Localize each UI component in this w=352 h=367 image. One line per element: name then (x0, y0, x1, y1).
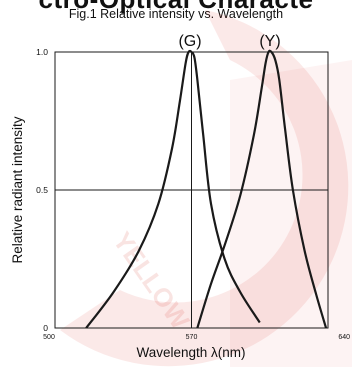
series-label-1: (Y) (259, 33, 280, 50)
y-tick-label: 0.5 (36, 185, 48, 195)
section-heading-banner: ctro-Optical Characte (0, 0, 352, 12)
series-layer (85, 49, 328, 329)
series-line-1 (196, 49, 328, 329)
chart-title: Fig.1 Relative intensity vs. Wavelength (68, 7, 284, 21)
series-labels: (G) (Y) (178, 33, 280, 50)
y-tick-label: 0 (43, 323, 48, 333)
y-tick-labels: 0 0.5 1.0 (36, 47, 48, 333)
x-axis-label: Wavelength λ(nm) (136, 345, 245, 360)
y-tick-label: 1.0 (36, 47, 48, 57)
y-axis-label: Relative radiant intensity (10, 116, 25, 263)
x-tick-label: 640 (338, 334, 350, 341)
x-tick-label: 500 (43, 334, 55, 341)
x-tick-labels: 500 570 640 (43, 334, 350, 341)
watermark-logo: YELLOW (60, 10, 352, 367)
x-tick-label: 570 (186, 334, 198, 341)
series-line-0 (85, 49, 261, 329)
series-label-0: (G) (178, 33, 201, 50)
